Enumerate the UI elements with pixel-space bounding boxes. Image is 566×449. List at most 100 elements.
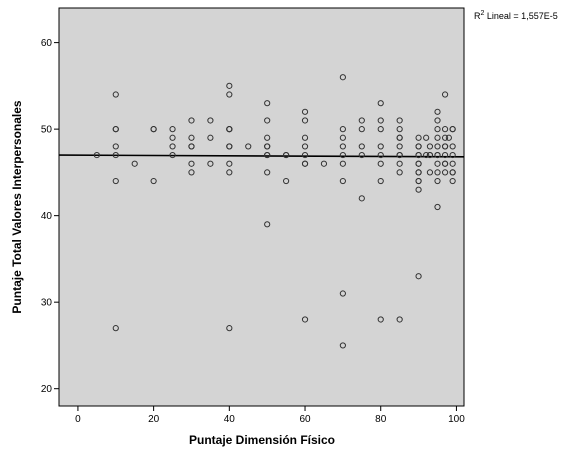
r2-label: R2 Lineal = 1,557E-5	[474, 10, 558, 21]
fit-line	[58, 154, 465, 158]
data-point	[339, 177, 346, 185]
y-axis-title: Puntaje Total Valores Interpersonales	[10, 100, 24, 314]
data-point	[415, 134, 422, 141]
y-tick-label: 50	[41, 125, 53, 136]
data-point	[264, 134, 271, 141]
data-point	[415, 273, 422, 280]
data-point	[226, 82, 233, 89]
data-point	[358, 151, 365, 159]
data-point	[150, 126, 157, 133]
data-point	[301, 316, 309, 323]
data-point	[358, 126, 365, 133]
data-point	[150, 177, 157, 185]
data-point	[169, 151, 176, 159]
data-point	[434, 134, 441, 141]
data-point	[301, 117, 309, 124]
data-point	[434, 177, 441, 185]
data-point	[358, 143, 365, 150]
data-point	[445, 134, 452, 141]
data-point	[449, 169, 456, 176]
data-point	[434, 203, 441, 211]
data-point	[377, 143, 384, 150]
y-tick-label: 30	[41, 298, 53, 309]
data-point	[264, 169, 271, 176]
data-point	[188, 169, 195, 176]
data-point	[301, 134, 309, 141]
data-point	[188, 117, 195, 124]
data-point	[415, 151, 422, 159]
data-point	[377, 100, 384, 107]
data-point	[169, 126, 176, 133]
x-axis-title: Puntaje Dimensión Físico	[189, 433, 335, 447]
data-point	[226, 91, 233, 98]
data-point	[426, 151, 434, 159]
data-point	[339, 134, 346, 141]
data-point	[264, 151, 271, 159]
data-point	[396, 126, 403, 133]
data-point	[264, 117, 271, 124]
data-point	[434, 169, 441, 176]
data-point	[339, 342, 346, 349]
data-point	[441, 126, 449, 133]
data-point	[434, 151, 441, 159]
data-point	[188, 143, 195, 150]
data-point	[93, 151, 100, 159]
x-tick-label: 0	[75, 414, 81, 425]
data-point	[449, 160, 456, 167]
data-point	[377, 126, 384, 133]
r2-label-superscript: 2	[481, 10, 485, 17]
data-point	[441, 151, 449, 159]
data-point	[320, 160, 328, 167]
data-point	[188, 134, 195, 141]
x-tick-label: 40	[224, 414, 236, 425]
data-point	[415, 160, 422, 167]
y-tick-label: 40	[41, 211, 53, 222]
data-point	[441, 143, 449, 150]
data-point	[423, 134, 430, 141]
data-point	[449, 177, 456, 185]
data-point	[301, 160, 309, 167]
x-tick-label: 80	[375, 414, 387, 425]
data-point	[441, 160, 449, 167]
data-point	[339, 74, 346, 81]
data-point	[112, 143, 119, 150]
data-point	[415, 143, 422, 150]
data-point	[207, 134, 214, 141]
data-points	[93, 74, 456, 349]
data-point	[188, 160, 195, 167]
data-point	[112, 91, 119, 98]
data-point	[415, 177, 422, 185]
data-point	[112, 126, 119, 133]
r2-label-r: R	[474, 11, 481, 21]
data-point	[449, 143, 456, 150]
data-point	[396, 143, 403, 150]
r2-label-text: Lineal = 1,557E-5	[484, 11, 557, 21]
data-point	[112, 325, 119, 332]
data-point	[434, 117, 441, 124]
data-point	[226, 160, 233, 167]
data-point	[377, 177, 384, 185]
data-point	[415, 169, 422, 176]
data-point	[339, 290, 346, 297]
data-point	[358, 117, 365, 124]
data-point	[434, 143, 441, 150]
data-point	[441, 169, 449, 176]
data-point	[441, 91, 449, 98]
data-point	[301, 143, 309, 150]
y-tick-label: 60	[41, 38, 53, 49]
data-point	[226, 169, 233, 176]
data-point	[377, 160, 384, 167]
data-point	[426, 143, 434, 150]
data-point	[339, 143, 346, 150]
data-point	[377, 316, 384, 323]
data-point	[426, 169, 434, 176]
data-point	[226, 126, 233, 133]
x-tick-label: 100	[448, 414, 465, 425]
data-point	[339, 151, 346, 159]
data-point	[396, 169, 403, 176]
data-point	[283, 151, 290, 159]
data-point	[226, 143, 233, 150]
data-point	[441, 134, 449, 141]
data-point	[449, 151, 456, 159]
